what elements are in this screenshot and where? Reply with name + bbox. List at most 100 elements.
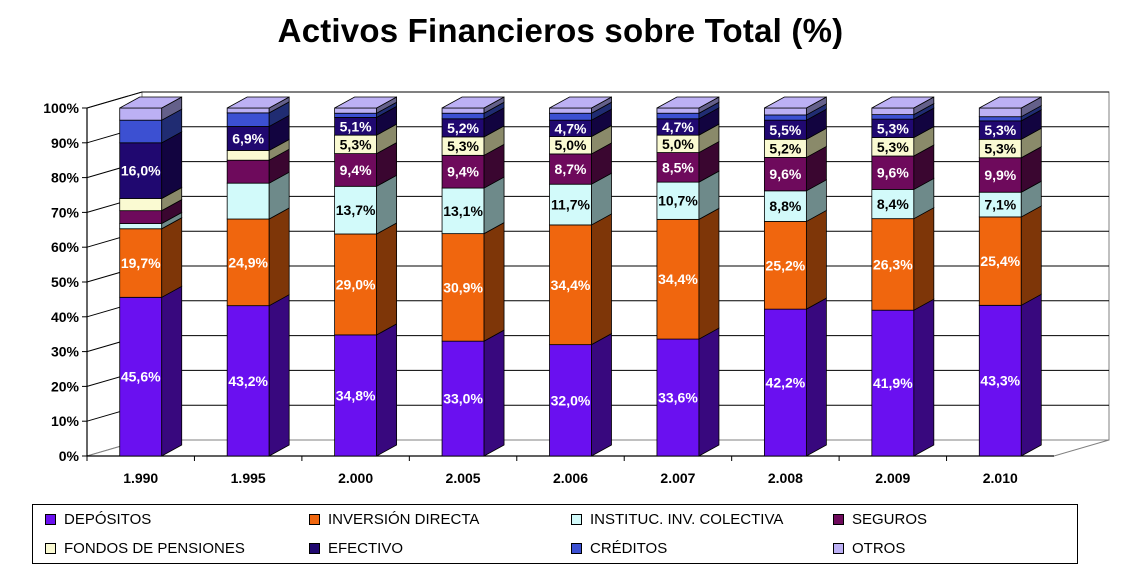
legend-label: FONDOS DE PENSIONES: [64, 539, 245, 557]
chart-plot: 0% 10% 20% 30% 40% 50% 60% 70% 80% 90% 100% 1.990 1.…: [43, 91, 1110, 486]
bar-segment: [656, 338, 700, 457]
legend-item: INVERSIÓN DIRECTA: [309, 510, 480, 528]
data-label: 30,9%: [443, 279, 483, 295]
bar-segment: [334, 107, 378, 114]
bar-segment-side: [376, 323, 398, 457]
data-label: 29,0%: [336, 276, 376, 292]
bar-segment: [226, 112, 270, 127]
x-tick-label: 2.000: [338, 470, 373, 486]
bar-segment: [656, 218, 700, 340]
bar-segment-side: [591, 213, 612, 346]
legend-swatch: [45, 513, 56, 525]
legend-item: EFECTIVO: [309, 540, 403, 557]
data-label: 34,4%: [658, 271, 698, 287]
bar-segment: [871, 218, 915, 311]
bar-segment-side: [268, 293, 290, 457]
bar-segment: [441, 112, 485, 120]
legend-swatch: [309, 542, 320, 554]
data-label: 34,4%: [551, 277, 591, 293]
bar-segment: [978, 116, 1022, 122]
data-label: 13,1%: [443, 203, 483, 219]
bar-segment: [763, 107, 807, 116]
bar-segment: [441, 233, 485, 342]
bar-segment: [119, 198, 163, 212]
bar-top: [226, 96, 290, 109]
bar-segment: [978, 304, 1022, 457]
bar-segment-side: [483, 329, 505, 457]
legend-label: SEGUROS: [852, 510, 928, 528]
bar-segment: [549, 153, 592, 185]
bar-segment: [334, 334, 378, 457]
bar-segment: [978, 191, 1022, 218]
legend-swatch: [833, 513, 844, 525]
y-tick-label: 50%: [51, 274, 80, 290]
legend-label: INSTITUC. INV. COLECTIVA: [590, 510, 784, 528]
bar-segment: [549, 107, 592, 114]
data-label: 5,1%: [340, 118, 372, 134]
x-tick-label: 2.009: [875, 470, 910, 486]
y-tick-label: 60%: [51, 239, 80, 255]
bar-segment: [871, 114, 915, 120]
legend-item: SEGUROS: [833, 510, 928, 528]
data-label: 5,3%: [984, 122, 1016, 138]
data-label: 32,0%: [551, 392, 591, 408]
legend: DEPÓSITOS INVERSIÓN DIRECTA INSTITUC. INV.…: [32, 504, 1078, 564]
bar-segment: [334, 233, 378, 336]
x-tick-label: 1.990: [123, 470, 158, 486]
bar-segment: [119, 119, 163, 144]
data-label: 6,9%: [232, 130, 264, 146]
data-label: 33,0%: [443, 391, 483, 407]
bar-segment: [871, 107, 915, 116]
data-label: 42,2%: [766, 375, 806, 391]
data-label: 24,9%: [228, 254, 268, 270]
bar-segment-side: [698, 207, 720, 340]
bar-segment-side: [1020, 205, 1042, 306]
legend-label: INVERSIÓN DIRECTA: [328, 510, 480, 528]
bar-segment: [549, 112, 592, 121]
bar-segment-side: [698, 327, 720, 457]
bar-segment-side: [483, 221, 505, 342]
bar-segment: [119, 107, 163, 121]
bar-segment: [226, 182, 270, 220]
data-label: 8,4%: [877, 196, 909, 212]
axes: 0% 10% 20% 30% 40% 50% 60% 70% 80% 90% 100% 1.990 1.…: [43, 100, 1054, 486]
bar-segment: [656, 181, 700, 220]
bar-segment: [119, 223, 163, 230]
data-label: 4,7%: [555, 120, 587, 136]
bar-segment-side: [161, 217, 183, 298]
data-label: 8,7%: [555, 161, 587, 177]
bar-segment: [978, 216, 1022, 306]
bar-segment: [978, 107, 1022, 118]
bar-top: [441, 96, 505, 109]
bar-segment: [334, 112, 378, 118]
data-label: 7,1%: [984, 197, 1016, 213]
bar-top: [549, 96, 612, 109]
bar-segment: [978, 157, 1022, 193]
bar-top: [764, 96, 827, 109]
data-label: 5,2%: [769, 140, 801, 156]
bar-segment: [226, 107, 270, 114]
data-label: 41,9%: [873, 375, 913, 391]
legend-swatch: [571, 542, 582, 554]
legend-item: CRÉDITOS: [571, 539, 668, 557]
bar-segment-side: [1020, 293, 1042, 457]
y-tick-label: 80%: [51, 170, 80, 186]
bar-segment: [226, 159, 270, 184]
bar-segment-side: [376, 222, 398, 336]
bar-segment: [763, 114, 807, 121]
data-label: 8,8%: [769, 198, 801, 214]
bar-segment: [763, 308, 807, 457]
legend-item: DEPÓSITOS: [45, 511, 151, 528]
data-label: 5,3%: [447, 138, 479, 154]
legend-label: CRÉDITOS: [590, 539, 668, 557]
data-label: 9,6%: [877, 165, 909, 181]
bar-segment: [226, 305, 270, 457]
y-tick-label: 100%: [43, 100, 79, 116]
bar-segment: [119, 142, 163, 199]
data-label: 43,2%: [228, 373, 268, 389]
data-label: 33,6%: [658, 390, 698, 406]
legend-swatch: [833, 542, 844, 554]
bar-segment: [871, 155, 915, 190]
bar-segment: [656, 107, 700, 114]
bar-segment-side: [913, 206, 935, 311]
